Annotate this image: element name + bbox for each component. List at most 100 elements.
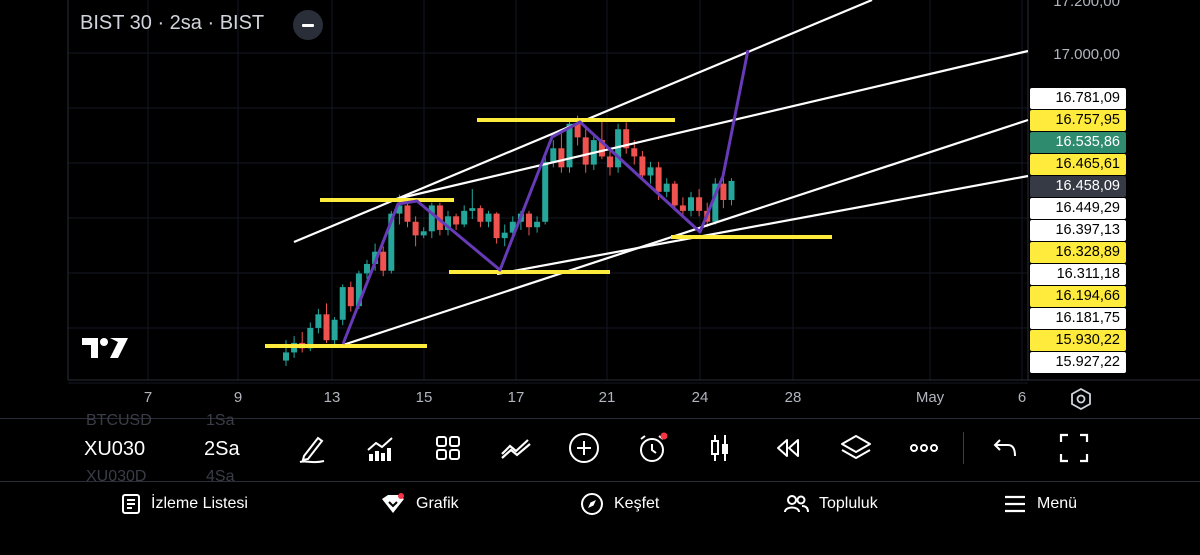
bottom-navigation [0, 481, 1200, 555]
price-level-17200: 17.200,00 [1053, 0, 1120, 10]
candle-body [307, 327, 314, 349]
candle-body [542, 161, 549, 222]
candle-body [477, 208, 484, 222]
add-icon[interactable] [566, 430, 602, 466]
candle-body [526, 213, 532, 228]
price-label: 16.194,66 [1030, 286, 1126, 307]
nav-watchlist[interactable]: İzleme Listesi [121, 492, 248, 516]
candle-body [623, 129, 630, 149]
time-tick-label: 13 [323, 389, 341, 406]
candle-body [728, 180, 735, 200]
candle-body [347, 287, 354, 307]
menu-icon [1005, 495, 1025, 513]
nav-community[interactable]: Topluluk [783, 492, 878, 516]
candle-body [396, 205, 403, 214]
candle-body [639, 156, 646, 176]
trendline [342, 118, 1029, 347]
candle-body [380, 251, 387, 271]
draw-icon[interactable] [294, 430, 330, 466]
candle-body [534, 221, 541, 228]
price-label: 15.927,22 [1030, 352, 1126, 373]
trendline [496, 174, 1029, 276]
nav-menu-label: Menü [1037, 495, 1078, 512]
compare-icon[interactable] [498, 430, 534, 466]
ghost-symbol-bottom: XU030D [86, 468, 147, 485]
undo-icon[interactable] [988, 430, 1024, 466]
chart-area[interactable]: 17.200,00 17.000,00 [0, 0, 1200, 420]
candle-body [428, 205, 435, 232]
price-axis[interactable]: 16.781,09 16.757,95 16.535,86 16.465,61 16.4… [0, 0, 1200, 378]
fullscreen-icon[interactable] [1056, 430, 1092, 466]
candle-body [283, 352, 289, 361]
candle-body [420, 231, 427, 236]
tradingview-logo-icon [82, 338, 128, 358]
candle-body [469, 208, 476, 211]
price-label: 16.449,29 [1030, 198, 1126, 219]
candle-body [582, 137, 589, 165]
indicators-icon[interactable] [362, 430, 398, 466]
candle-body [412, 221, 419, 236]
time-tick-label: 24 [691, 389, 709, 406]
time-tick-label: 9 [233, 389, 243, 406]
nav-watchlist-label: İzleme Listesi [151, 495, 248, 512]
time-tick-label: 21 [598, 389, 616, 406]
price-label: 16.757,95 [1030, 110, 1126, 131]
candle-body [712, 183, 719, 222]
price-label: 15.930,22 [1030, 330, 1126, 351]
layout-icon[interactable] [430, 430, 466, 466]
candle-body [372, 251, 379, 264]
community-icon [784, 495, 809, 513]
watchlist-icon [122, 494, 140, 514]
bar-style-icon[interactable] [702, 430, 738, 466]
nav-community-label: Topluluk [819, 495, 878, 512]
candle-body [558, 148, 565, 168]
minus-icon [302, 23, 314, 27]
candle-body [598, 140, 605, 157]
candle-body [509, 221, 516, 233]
candle-body [315, 314, 322, 328]
time-tick-label: 6 [1017, 389, 1027, 406]
bottom-toolbar [0, 418, 1200, 481]
candle-body [388, 213, 395, 271]
candle-body [364, 263, 370, 274]
candle-body [663, 183, 670, 192]
price-label: 16.397,13 [1030, 220, 1126, 241]
time-tick-label: May [915, 389, 945, 406]
candle-body [688, 197, 694, 211]
price-label: 16.781,09 [1030, 88, 1126, 109]
candle-body [339, 287, 346, 320]
nav-chart[interactable]: Grafik [380, 492, 459, 516]
nav-menu[interactable]: Menü [1003, 492, 1077, 516]
candle-body [720, 183, 727, 200]
layers-icon[interactable] [838, 430, 874, 466]
alert-icon[interactable] [634, 430, 670, 466]
nav-explore[interactable]: Keşfet [580, 492, 659, 516]
time-tick-label: 15 [415, 389, 433, 406]
candle-body [501, 232, 508, 239]
candle-body [655, 167, 662, 192]
candle-body [679, 205, 686, 211]
toolbar-divider [963, 432, 964, 464]
candle-body [331, 319, 338, 341]
candle-body [493, 213, 500, 239]
price-label: 16.465,61 [1030, 154, 1126, 175]
chart-title: BIST 30 · 2sa · BIST [80, 12, 265, 34]
interval-selector[interactable]: 2Sa [204, 438, 240, 460]
nav-chart-label: Grafik [416, 495, 459, 512]
projection-path [341, 49, 750, 345]
candle-body [355, 273, 362, 307]
candle-body [453, 216, 460, 225]
candle-body [574, 123, 581, 138]
symbol-selector[interactable]: XU030 [84, 438, 146, 460]
candle-body [445, 216, 451, 230]
candle-body [404, 205, 411, 222]
collapse-button[interactable] [293, 10, 323, 40]
time-tick-label: 7 [143, 389, 153, 406]
candle-body [607, 156, 613, 168]
replay-icon[interactable] [770, 430, 806, 466]
explore-icon [581, 493, 603, 515]
settings-gear-icon[interactable] [1069, 387, 1093, 411]
candle-body [671, 183, 678, 206]
more-icon[interactable] [906, 430, 942, 466]
price-level-17000: 17.000,00 [1053, 46, 1120, 63]
